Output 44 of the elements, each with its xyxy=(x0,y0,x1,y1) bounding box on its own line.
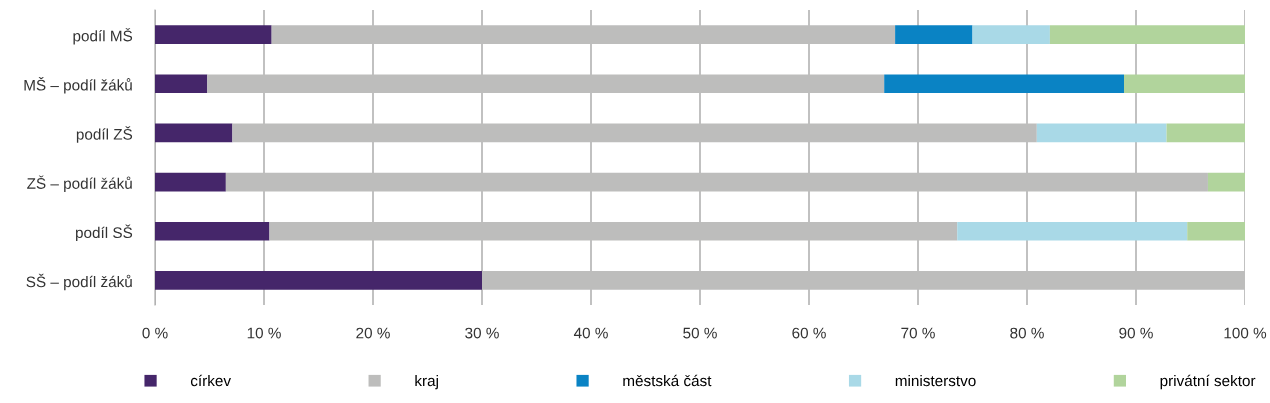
y-tick-label: SŠ – podíl žáků xyxy=(26,273,132,291)
bar xyxy=(155,74,208,94)
bar xyxy=(1207,172,1245,192)
bar xyxy=(225,172,1208,192)
bar xyxy=(271,25,896,44)
y-tick-label: MŠ – podíl žáků xyxy=(24,77,132,94)
bar xyxy=(1124,74,1245,94)
x-tick-label: 40 % xyxy=(573,327,608,339)
bar xyxy=(155,172,226,192)
bar xyxy=(957,221,1188,241)
x-tick-label: 80 % xyxy=(1010,327,1044,339)
legend-label: ministerstvo xyxy=(895,374,976,387)
y-tick-label: podíl ZŠ xyxy=(76,126,133,143)
bar xyxy=(155,271,482,290)
bar xyxy=(155,123,233,143)
legend-label: kraj xyxy=(415,374,438,390)
x-tick-label: 0 % xyxy=(142,327,168,339)
bar xyxy=(884,74,1125,94)
bar xyxy=(1036,123,1167,143)
y-tick-label: podíl SŠ xyxy=(76,224,133,242)
bar xyxy=(155,25,272,44)
legend-label: církev xyxy=(190,374,231,387)
x-tick-label: 50 % xyxy=(683,327,717,339)
bar xyxy=(232,123,1037,143)
bar xyxy=(207,74,885,94)
bar xyxy=(895,25,973,44)
x-tick-label: 70 % xyxy=(901,327,935,339)
bar xyxy=(1049,25,1245,44)
x-tick-label: 100 % xyxy=(1224,327,1267,339)
x-tick-label: 20 % xyxy=(356,327,390,339)
x-tick-label: 90 % xyxy=(1119,327,1153,339)
x-tick-label: 60 % xyxy=(792,327,826,339)
legend-label: privátní sektor xyxy=(1160,374,1256,390)
legend-label: městská část xyxy=(623,374,712,387)
y-tick-label: ZŠ – podíl žáků xyxy=(27,175,132,192)
x-tick-label: 10 % xyxy=(247,327,281,339)
bar xyxy=(1166,123,1245,143)
y-tick-label: podíl MŠ xyxy=(73,27,133,45)
bar xyxy=(155,221,270,241)
bar xyxy=(1187,221,1245,241)
bar xyxy=(269,221,958,241)
bar xyxy=(972,25,1050,44)
bar xyxy=(482,271,1245,290)
x-tick-label: 30 % xyxy=(465,327,499,339)
